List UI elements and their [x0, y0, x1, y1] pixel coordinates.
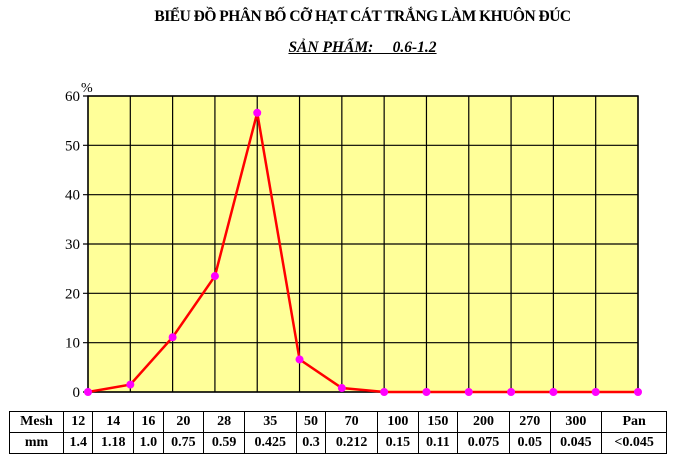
mesh-cell: 16 [133, 411, 164, 433]
data-point [591, 388, 600, 396]
mm-cell: 0.212 [325, 432, 378, 454]
mesh-cell: 50 [295, 411, 327, 433]
data-point [422, 388, 431, 396]
mm-cell: <0.045 [601, 432, 667, 454]
mm-row: mm 1.4 1.18 1.0 0.75 0.59 0.425 0.3 0.212 0.15 0.… [9, 432, 667, 454]
mm-cell: 1.18 [92, 432, 135, 454]
y-tick-label: 40 [65, 188, 80, 204]
y-tick-label: 50 [65, 138, 80, 154]
mm-cell: 0.075 [457, 432, 510, 454]
mesh-cell: 14 [92, 411, 135, 433]
mm-cell: 0.59 [203, 432, 245, 454]
y-tick-label: 0 [73, 385, 81, 401]
chart-subtitle: SẢN PHẨM: 0.6-1.2 [288, 39, 437, 56]
mm-cell: 1.0 [133, 432, 164, 454]
data-point [337, 384, 346, 393]
mm-cell: 0.045 [549, 432, 603, 454]
mm-cell: 0.75 [162, 432, 205, 454]
data-point [295, 355, 304, 364]
data-point [126, 380, 135, 389]
mm-cell: 0.15 [377, 432, 419, 454]
data-point [84, 388, 92, 396]
mesh-cell: 35 [243, 411, 297, 433]
data-point [634, 388, 642, 396]
mesh-table: Mesh 12 14 16 20 28 35 50 70 100 150 200 270 300 Pan … [9, 411, 667, 454]
mesh-cell: 20 [162, 411, 205, 433]
chart: 0 10 20 30 40 50 60% [65, 81, 642, 401]
y-tick-label: 20 [65, 286, 80, 302]
y-tick-label: 30 [65, 237, 80, 253]
mesh-cell: 28 [203, 411, 245, 433]
mesh-cell: 300 [549, 411, 603, 433]
mesh-cell: 270 [508, 411, 551, 433]
y-axis-label: % [81, 81, 93, 96]
mesh-cell: 100 [377, 411, 419, 433]
data-point [380, 388, 389, 396]
data-point [549, 388, 558, 396]
mesh-row: Mesh 12 14 16 20 28 35 50 70 100 150 200 270 300 Pan [9, 411, 667, 433]
mm-cell: 0.11 [417, 432, 459, 454]
data-point [210, 272, 219, 281]
mm-cell: 0.3 [295, 432, 327, 454]
mesh-label: Mesh [9, 411, 64, 433]
y-tick-label: 60 [65, 89, 80, 105]
series-line [87, 112, 638, 394]
mesh-cell: 150 [417, 411, 459, 433]
mm-cell: 0.05 [508, 432, 551, 454]
mesh-cell: Pan [601, 411, 667, 433]
mesh-cell: 12 [62, 411, 94, 433]
chart-title: BIỂU ĐỒ PHÂN BỐ CỠ HẠT CÁT TRẮNG LÀM KHU… [154, 8, 571, 25]
mesh-cell: 70 [325, 411, 378, 433]
mm-cell: 0.425 [243, 432, 297, 454]
data-point [168, 333, 177, 342]
mm-cell: 1.4 [62, 432, 94, 454]
data-point [507, 388, 516, 396]
mesh-cell: 200 [457, 411, 510, 433]
mm-label: mm [9, 432, 64, 454]
data-point [464, 388, 473, 396]
y-tick-label: 10 [65, 336, 80, 352]
data-point [253, 108, 262, 117]
